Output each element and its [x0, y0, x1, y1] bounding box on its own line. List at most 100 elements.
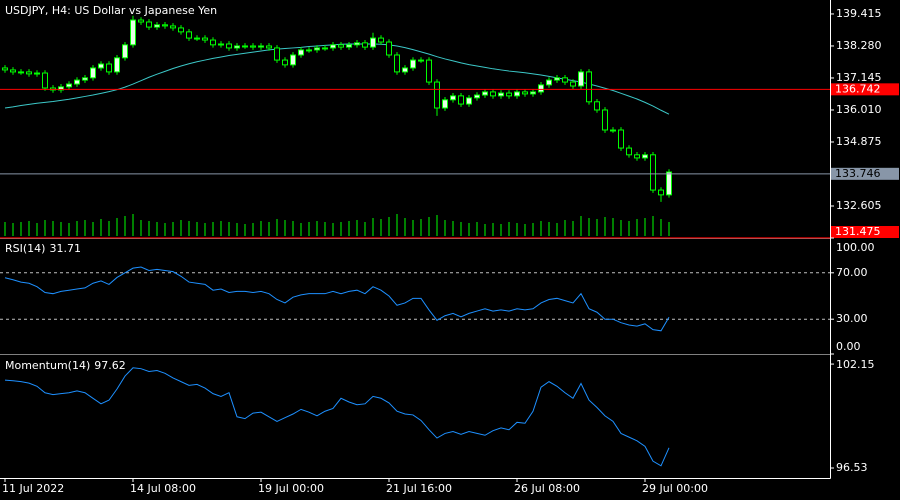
candle-body [514, 91, 520, 97]
candle-body [266, 45, 272, 49]
candle-body [202, 37, 208, 41]
candle-body [666, 171, 672, 196]
candle-body [178, 27, 184, 33]
candle-body [258, 45, 264, 48]
candle-body [442, 99, 448, 109]
candle-body [242, 45, 248, 48]
candle-body [482, 91, 488, 96]
pane-title: USDJPY, H4: US Dollar vs Japanese Yen [5, 4, 217, 17]
candle-body [210, 39, 216, 46]
candle-body [114, 57, 120, 73]
candle-body [90, 67, 96, 79]
candle-body [282, 59, 288, 66]
x-tick-label: 29 Jul 00:00 [642, 482, 708, 495]
candle-body [506, 92, 512, 97]
candle-body [474, 94, 480, 99]
candle-body [74, 79, 80, 85]
candle-body [146, 21, 152, 28]
candle-body [106, 63, 112, 73]
last-value-label: 97.62 [94, 359, 126, 372]
candle-body [66, 83, 72, 88]
candle-body [330, 44, 336, 49]
candle-body [546, 79, 552, 86]
y-tick-label: 30.00 [836, 312, 868, 325]
candle-body [450, 95, 456, 101]
x-tick-label: 19 Jul 00:00 [258, 482, 324, 495]
candle-body [626, 147, 632, 156]
candle-body [218, 43, 224, 46]
moving-average [4, 43, 670, 115]
y-tick-label: 0.00 [836, 340, 861, 353]
candle-body [410, 59, 416, 69]
candle-body [418, 59, 424, 62]
candle-body [154, 24, 160, 28]
candle-body [362, 42, 368, 48]
y-tick-label: 70.00 [836, 266, 868, 279]
price-label-box [831, 83, 899, 96]
candle-body [538, 84, 544, 93]
y-tick-label: 102.15 [836, 358, 875, 371]
pane-title: RSI(14) 31.71 [5, 242, 81, 255]
candle-body [250, 45, 256, 48]
last-value-label: 31.71 [49, 242, 81, 255]
price-label-box [831, 167, 899, 180]
candle-body [162, 24, 168, 27]
candle-body [98, 63, 104, 69]
y-tick-label: 100.00 [836, 241, 875, 254]
candle-body [42, 72, 48, 89]
candle-body [634, 154, 640, 159]
candle-body [642, 154, 648, 159]
y-tick-label: 139.415 [836, 7, 882, 20]
candle-body [434, 81, 440, 109]
candle-body [522, 91, 528, 95]
candle-body [290, 54, 296, 66]
indicator-line [4, 367, 670, 467]
price-label: 131.475 [835, 225, 881, 238]
price-label: 133.746 [835, 167, 881, 180]
y-tick-label: 132.605 [836, 199, 882, 212]
candle-body [306, 49, 312, 52]
x-tick-label: 21 Jul 16:00 [386, 482, 452, 495]
candle-body [18, 71, 24, 74]
candle-body [498, 92, 504, 97]
y-tick-label: 137.145 [836, 71, 882, 84]
x-tick-label: 26 Jul 08:00 [514, 482, 580, 495]
candle-body [10, 69, 16, 73]
candle-body [26, 71, 32, 75]
candle-body [618, 129, 624, 149]
candle-body [58, 86, 64, 91]
x-tick-label: 11 Jul 2022 [2, 482, 64, 495]
candle-body [466, 97, 472, 105]
candle-body [322, 47, 328, 50]
candle-body [458, 95, 464, 105]
candle-body [138, 19, 144, 23]
candle-body [2, 67, 8, 71]
candle-body [378, 37, 384, 43]
candle-body [82, 77, 88, 81]
candle-body [274, 47, 280, 61]
y-tick-label: 136.010 [836, 103, 882, 116]
candle-body [394, 54, 400, 73]
price-label-box [831, 226, 899, 238]
pane-title-text: USDJPY, H4: US Dollar vs Japanese Yen [5, 4, 217, 17]
pane-title: Momentum(14) 97.62 [5, 359, 126, 372]
candle-body [130, 19, 136, 46]
candle-body [586, 71, 592, 103]
pane-title-text: Momentum(14) [5, 359, 90, 372]
candle-body [650, 154, 656, 191]
indicator-line [4, 266, 670, 332]
y-tick-label: 138.280 [836, 39, 882, 52]
candle-body [554, 77, 560, 81]
x-tick-label: 14 Jul 08:00 [130, 482, 196, 495]
candle-body [170, 25, 176, 29]
candle-body [346, 44, 352, 48]
candle-body [594, 101, 600, 111]
candle-body [602, 109, 608, 131]
candle-body [354, 42, 360, 46]
candle-body [234, 45, 240, 49]
candle-body [338, 44, 344, 48]
candle-body [194, 37, 200, 40]
price-label: 136.742 [835, 82, 881, 95]
candle-body [562, 77, 568, 83]
